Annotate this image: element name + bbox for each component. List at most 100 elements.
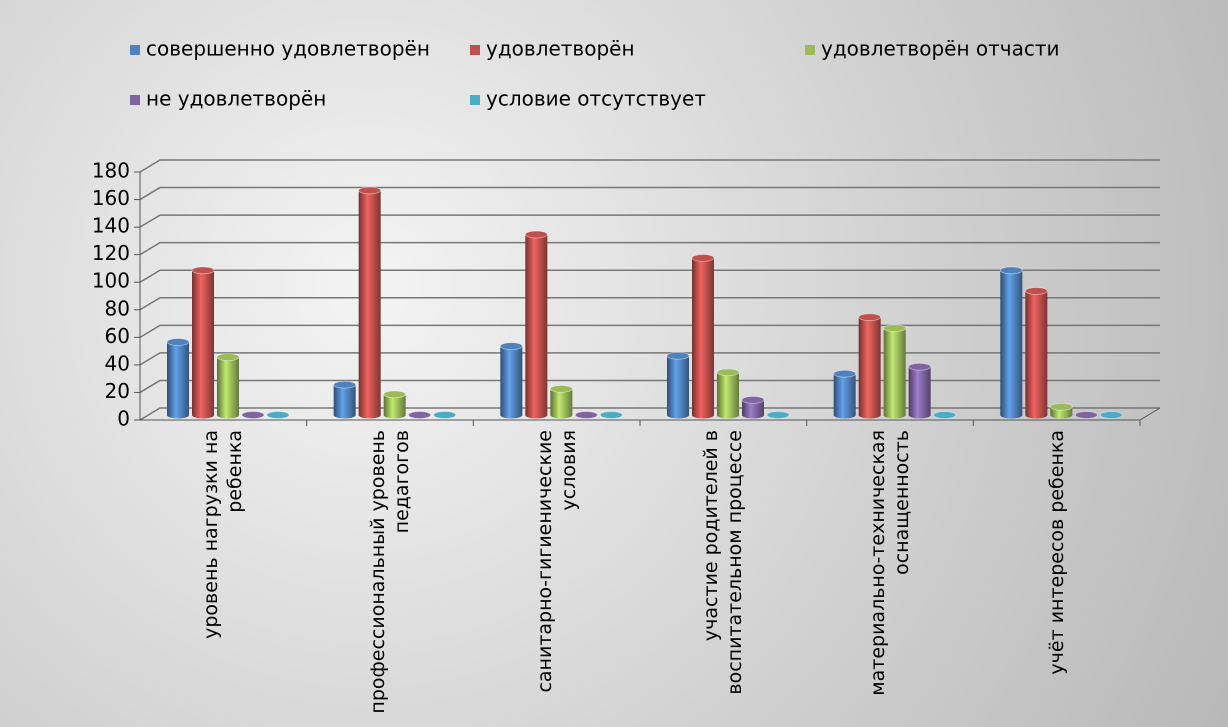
bar <box>833 373 856 415</box>
bar-cap <box>266 411 290 419</box>
bar-base <box>1000 411 1023 419</box>
bar <box>692 257 714 415</box>
bar-cap <box>549 384 573 393</box>
legend-label: не удовлетворён <box>146 87 326 111</box>
y-tick-label: 20 <box>105 379 130 403</box>
grid-line <box>139 324 1160 338</box>
bar-base <box>500 411 523 419</box>
bar <box>358 190 381 415</box>
bar-cap <box>166 338 190 346</box>
bar-cap <box>858 313 882 322</box>
bar-base <box>1025 411 1048 419</box>
bar-base <box>742 411 764 419</box>
bar <box>667 355 689 415</box>
x-tick-label: санитарно-гигиенические условия <box>533 430 580 693</box>
bar-base <box>550 411 573 419</box>
bar-base <box>1050 411 1073 419</box>
bar-base <box>692 411 714 419</box>
bar <box>883 328 906 415</box>
bar-cap <box>408 411 432 419</box>
bar-cap <box>383 390 407 399</box>
bar-cap <box>358 186 382 195</box>
legend-swatch <box>130 45 140 55</box>
bar <box>1025 291 1048 415</box>
x-tick-label: участие родителей в воспитательном проце… <box>700 430 747 695</box>
legend-swatch <box>470 95 480 105</box>
bar-cap <box>599 411 623 419</box>
bar-base <box>333 411 356 419</box>
bar-base <box>383 411 406 419</box>
y-tick-label: 0 <box>117 407 130 431</box>
x-tick-label: уровень нагрузки на ребенка <box>200 430 247 639</box>
bar-cap <box>999 266 1023 275</box>
legend-label: удовлетворён <box>486 37 635 61</box>
y-tick-label: 40 <box>105 351 130 375</box>
bar-base <box>358 411 381 419</box>
legend-swatch <box>805 45 815 55</box>
bar-base <box>908 411 931 419</box>
grid-line <box>139 352 1160 366</box>
bar-base <box>858 411 881 419</box>
bar-cap <box>1099 411 1123 419</box>
x-tick-label: материально-техническая оснащенность <box>867 430 913 696</box>
bar-cap <box>933 411 957 419</box>
legend-label: совершенно удовлетворён <box>146 37 430 61</box>
x-tick-label: учёт интересов ребенка <box>1045 430 1068 675</box>
bar-base <box>717 411 739 419</box>
bar <box>858 317 881 415</box>
bar-cap <box>883 324 907 333</box>
grid-line <box>139 379 1160 394</box>
bar-cap <box>716 368 740 377</box>
y-tick-label: 60 <box>105 324 130 348</box>
bar-cap <box>191 266 215 275</box>
bar-cap <box>908 362 932 371</box>
bar-cap <box>766 411 790 419</box>
x-tick-label: профессиональный уровень педагогов <box>367 430 413 714</box>
bar-cap <box>691 254 715 262</box>
bar-cap <box>1074 411 1098 419</box>
grid-line <box>139 214 1160 228</box>
bar-base <box>667 411 689 419</box>
bar-cap <box>333 380 357 389</box>
y-tick-label: 100 <box>92 269 130 293</box>
bar-cap <box>1024 287 1048 295</box>
legend-label: удовлетворён отчасти <box>821 37 1060 61</box>
bar-cap <box>666 351 690 360</box>
bar-cap <box>524 230 548 239</box>
bar-cap <box>1049 402 1073 411</box>
bar <box>742 399 764 415</box>
grid-line <box>139 186 1160 201</box>
bar <box>167 341 189 415</box>
bar <box>717 372 739 415</box>
bar-cap <box>499 342 523 351</box>
bar-cap <box>741 395 765 404</box>
grid-line <box>139 407 1160 421</box>
y-tick-label: 80 <box>105 296 130 320</box>
y-tick-label: 140 <box>92 214 130 238</box>
bar-cap <box>433 411 457 419</box>
bar <box>500 346 523 415</box>
bar-cap <box>216 353 240 362</box>
bar-cap <box>241 411 265 419</box>
bar-base <box>833 411 856 419</box>
bar-base <box>192 411 214 419</box>
bar-cap <box>833 369 857 378</box>
bar-base <box>217 411 239 419</box>
bar <box>192 270 214 415</box>
grid-line <box>139 159 1160 173</box>
legend-swatch <box>130 95 140 105</box>
grid-line <box>139 269 1160 283</box>
bar <box>1050 406 1073 415</box>
bar <box>908 366 931 415</box>
bar <box>383 394 406 415</box>
bar-base <box>167 411 189 419</box>
bar <box>1000 270 1023 415</box>
grid-line <box>139 241 1160 256</box>
y-tick-label: 120 <box>92 241 130 265</box>
bar <box>333 384 356 415</box>
bar <box>217 357 239 415</box>
grid-line <box>139 297 1160 311</box>
bar-base <box>525 411 548 419</box>
